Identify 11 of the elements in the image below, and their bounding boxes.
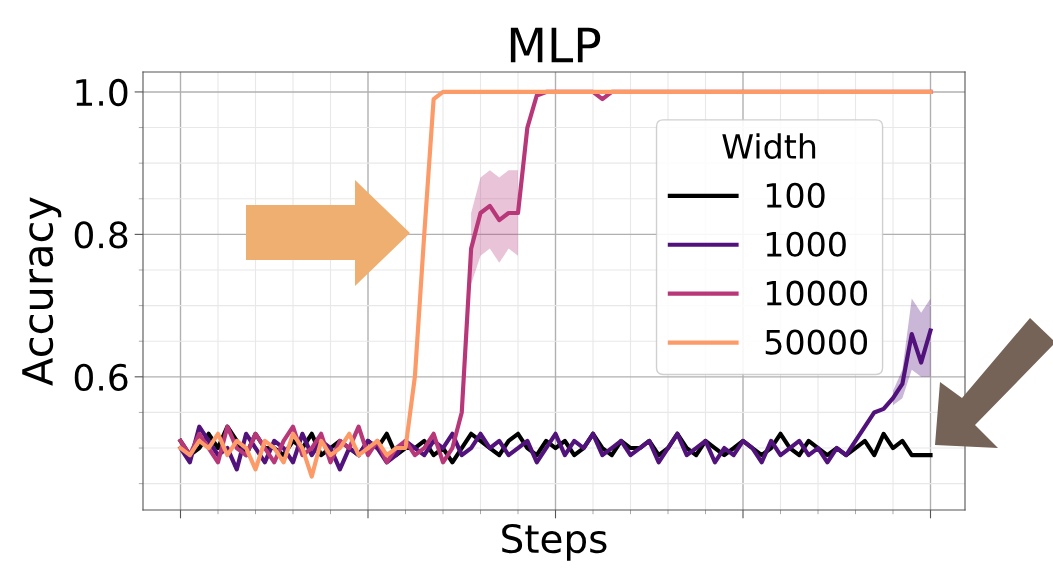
- y-tick-label: 1.0: [76, 78, 128, 107]
- legend-label: 1000: [766, 231, 846, 257]
- legend-label: 100: [766, 182, 825, 208]
- y-tick-label: 0.8: [74, 221, 128, 249]
- y-tick-label: 0.6: [74, 363, 128, 392]
- x-axis-title: Steps: [502, 523, 607, 561]
- legend-title: Width: [722, 133, 816, 160]
- legend-label: 10000: [766, 280, 868, 306]
- chart-title: MLP: [510, 27, 601, 63]
- y-axis-title: Accuracy: [22, 197, 62, 386]
- legend-label: 50000: [765, 329, 868, 355]
